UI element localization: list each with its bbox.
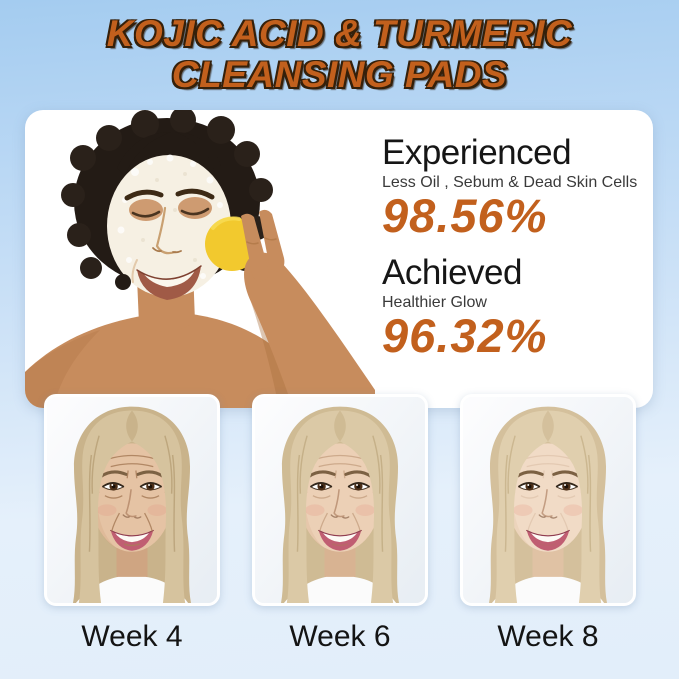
stat-achieved: Achieved Healthier Glow 96.32%	[382, 254, 644, 360]
week-label-1: Week 4	[81, 620, 183, 653]
product-title-line-1: KOJIC ACID & TURMERIC	[106, 13, 573, 54]
stats-block: Experienced Less Oil , Sebum & Dead Skin…	[382, 134, 644, 360]
product-title: KOJIC ACID & TURMERIC CLEANSING PADS	[0, 13, 679, 95]
week-photo-1	[44, 394, 220, 606]
hero-panel: Experienced Less Oil , Sebum & Dead Skin…	[25, 110, 653, 408]
stat-subheading: Healthier Glow	[382, 294, 487, 311]
stat-heading: Experienced	[382, 133, 572, 172]
stat-value: 96.32%	[382, 309, 548, 362]
stat-heading: Achieved	[382, 253, 522, 292]
stat-value: 98.56%	[382, 189, 548, 242]
week-photo-3	[460, 394, 636, 606]
week-label-3: Week 8	[497, 620, 599, 653]
hero-photo-woman-with-mask-and-pad	[25, 110, 375, 408]
week-photo-2	[252, 394, 428, 606]
stat-subheading: Less Oil , Sebum & Dead Skin Cells	[382, 174, 638, 191]
stat-experienced: Experienced Less Oil , Sebum & Dead Skin…	[382, 134, 644, 240]
week-label-2: Week 6	[289, 620, 391, 653]
product-title-line-2: CLEANSING PADS	[171, 54, 508, 95]
